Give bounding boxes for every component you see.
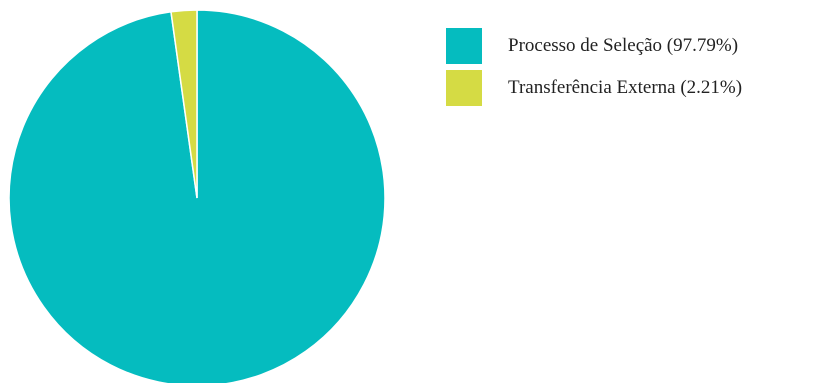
pie-plot-area [8, 9, 386, 383]
legend-label-transferencia-externa: Transferência Externa (2.21%) [508, 77, 743, 98]
legend-item-processo-de-selecao: Processo de Seleção (97.79%) [446, 28, 742, 64]
legend-swatch-processo-de-selecao [446, 28, 482, 64]
legend-label-processo-de-selecao: Processo de Seleção (97.79%) [508, 35, 739, 56]
legend-swatch-transferencia-externa [446, 70, 482, 106]
legend-item-transferencia-externa: Transferência Externa (2.21%) [446, 70, 742, 106]
pie-slice-transferencia-externa [170, 9, 198, 199]
legend: Processo de Seleção (97.79%) Transferênc… [446, 28, 742, 112]
